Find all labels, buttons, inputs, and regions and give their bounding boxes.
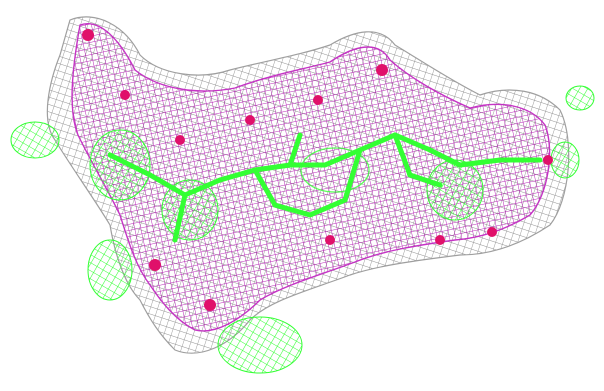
green-model-mesh [10, 85, 595, 374]
oxygen-atoms [82, 29, 553, 311]
ligand-stick-model [107, 132, 543, 243]
